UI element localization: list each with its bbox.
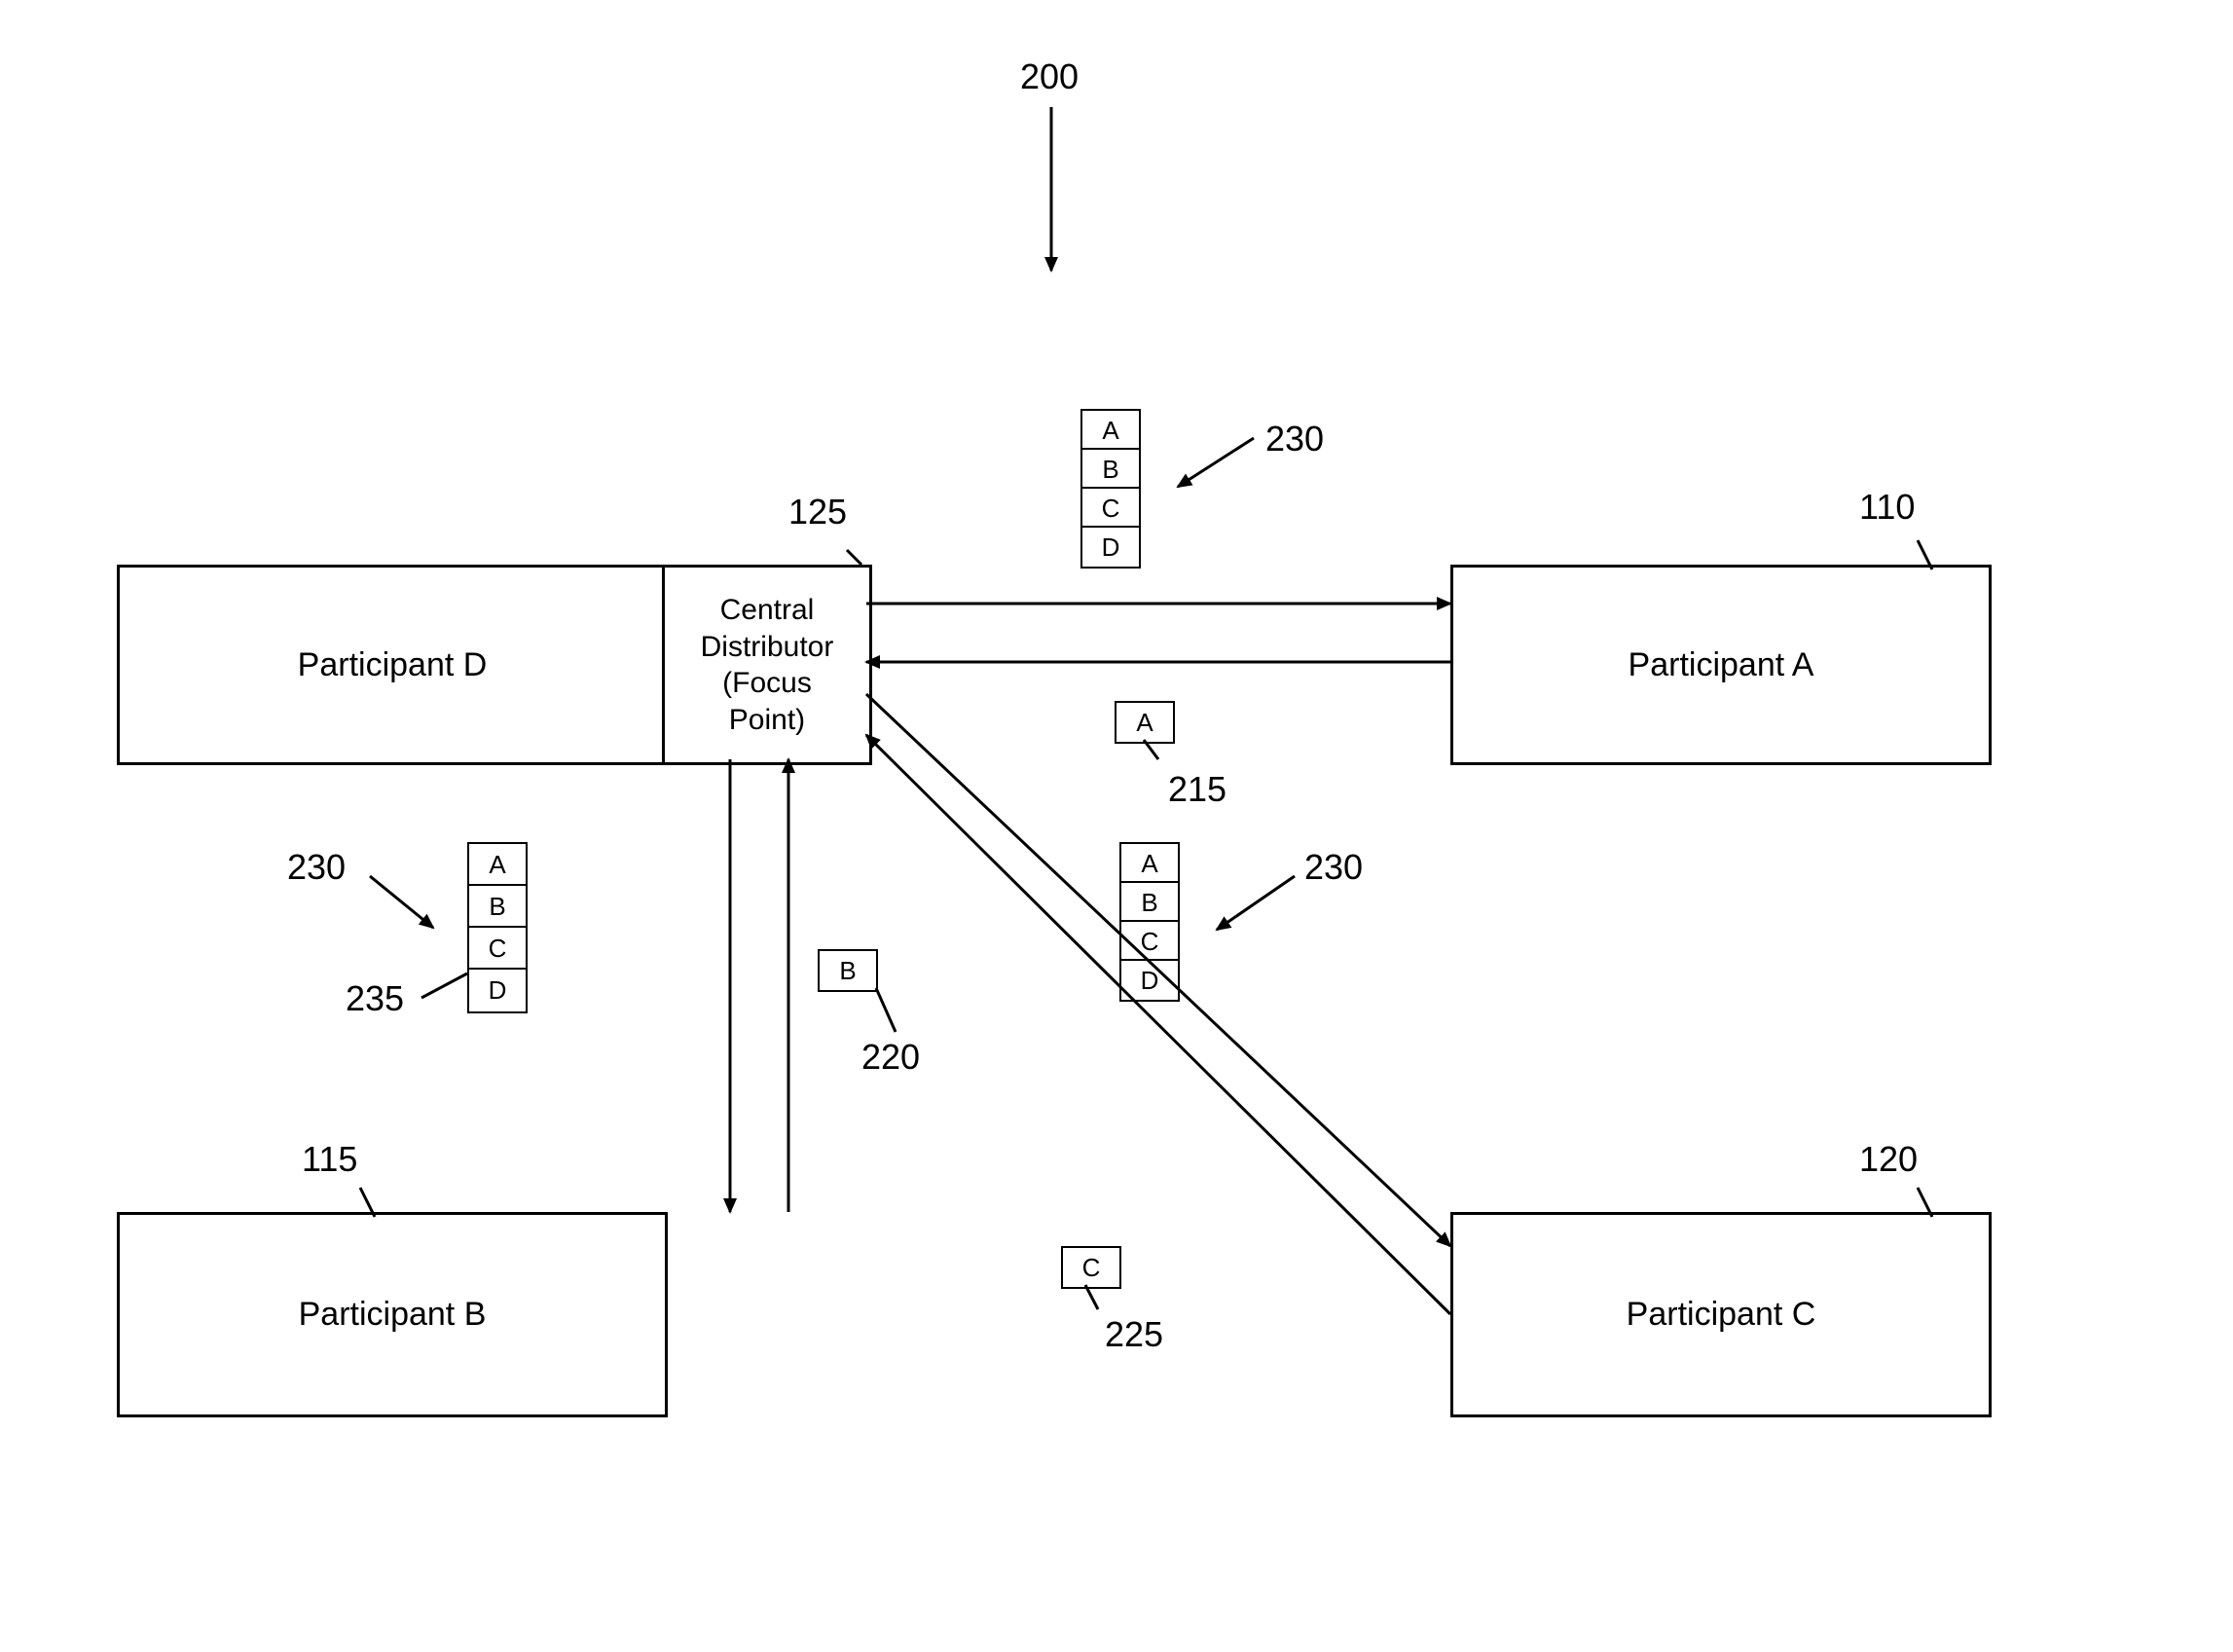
label-n235: 235 [346, 978, 404, 1019]
single-boxC-label: C [1082, 1253, 1101, 1283]
stack2-cell-B: B [1119, 881, 1180, 924]
stack2-cell-A-label: A [1141, 849, 1157, 879]
single-boxB-label: B [839, 956, 856, 986]
stack2-cell-C-label: C [1141, 927, 1159, 957]
label-n115: 115 [302, 1139, 357, 1180]
label-n120: 120 [1859, 1139, 1918, 1180]
label-n215: 215 [1168, 769, 1226, 810]
participantB-label: Participant B [299, 1296, 487, 1334]
stack3-cell-C-label: C [489, 934, 507, 964]
label-n230c: 230 [287, 847, 346, 888]
single-boxC: C [1061, 1246, 1121, 1289]
stack1-cell-A: A [1080, 409, 1141, 452]
pointer-8 [421, 973, 467, 998]
label-n220: 220 [861, 1037, 920, 1078]
stack2-cell-D-label: D [1141, 966, 1159, 996]
participantA-label: Participant A [1629, 646, 1814, 684]
label-n225: 225 [1105, 1314, 1163, 1355]
participantA-box: Participant A [1450, 565, 1992, 765]
label-n230a: 230 [1265, 419, 1324, 459]
stack3-cell-A: A [467, 842, 528, 888]
participantC-box: Participant C [1450, 1212, 1992, 1417]
stack1-cell-C: C [1080, 487, 1141, 530]
pointer-1 [1178, 438, 1254, 487]
stack1-cell-A-label: A [1102, 416, 1118, 446]
participantB-box: Participant B [117, 1212, 668, 1417]
stack3-cell-B: B [467, 884, 528, 930]
single-boxA: A [1115, 701, 1175, 744]
stack1-cell-B-label: B [1102, 455, 1118, 485]
stack2-cell-C: C [1119, 920, 1180, 963]
pointer-2 [1217, 876, 1295, 930]
stack1-cell-D-label: D [1102, 532, 1120, 563]
stack3-cell-B-label: B [489, 892, 505, 922]
central-box: Central Distributor (Focus Point) [662, 565, 872, 765]
stack2-cell-B-label: B [1141, 888, 1157, 918]
label-n110: 110 [1859, 487, 1915, 528]
label-n125: 125 [788, 492, 847, 532]
participantD-label: Participant D [298, 646, 488, 684]
stack3-cell-D-label: D [489, 975, 507, 1006]
pointer-4 [847, 550, 861, 565]
stack3-cell-A-label: A [489, 850, 505, 880]
label-n230b: 230 [1304, 847, 1363, 888]
stack2-cell-A: A [1119, 842, 1180, 885]
edge-5 [866, 735, 1450, 1314]
stack1-cell-C-label: C [1102, 494, 1120, 524]
central-label: Central Distributor (Focus Point) [701, 592, 834, 738]
stack1-cell-B: B [1080, 448, 1141, 491]
label-n200: 200 [1020, 56, 1079, 97]
single-boxA-label: A [1136, 708, 1153, 738]
pointer-10 [876, 988, 896, 1032]
stack2-cell-D: D [1119, 959, 1180, 1002]
stack1-cell-D: D [1080, 526, 1141, 569]
single-boxB: B [818, 949, 878, 992]
stack3-cell-C: C [467, 926, 528, 972]
pointer-3 [370, 876, 433, 928]
participantC-label: Participant C [1627, 1296, 1816, 1334]
stack3-cell-D: D [467, 968, 528, 1013]
participantD-box: Participant D [117, 565, 668, 765]
